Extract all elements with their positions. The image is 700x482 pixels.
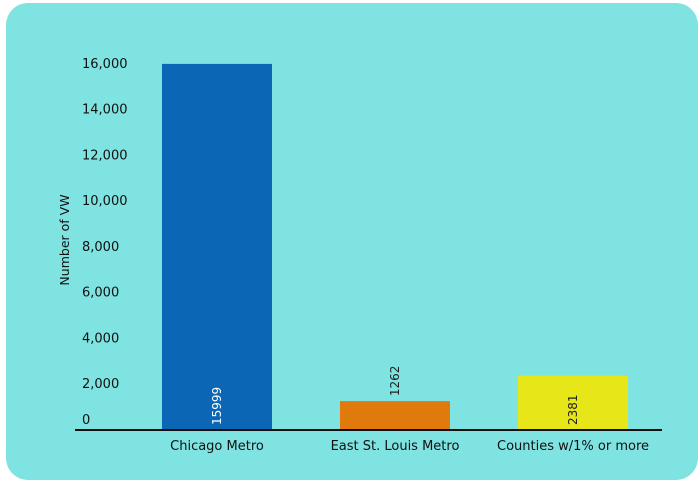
y-tick-label: 10,000 — [82, 194, 128, 209]
x-tick-label: Counties w/1% or more — [497, 439, 649, 454]
bar — [518, 375, 628, 430]
y-tick-label: 4,000 — [82, 332, 119, 347]
data-label: 1262 — [388, 366, 402, 397]
y-tick-label: 16,000 — [82, 57, 128, 72]
x-tick-label: East St. Louis Metro — [331, 439, 460, 454]
y-tick-label: 6,000 — [82, 286, 119, 301]
data-label: 15999 — [210, 387, 224, 425]
y-tick-label: 14,000 — [82, 103, 128, 118]
y-tick-label: 2,000 — [82, 377, 119, 392]
x-tick-label: Chicago Metro — [170, 439, 264, 454]
y-tick-label: 0 — [82, 413, 90, 428]
data-label: 2381 — [566, 394, 580, 425]
y-tick-label: 12,000 — [82, 148, 128, 163]
y-axis-label: Number of VW — [57, 194, 72, 285]
bar — [162, 63, 272, 431]
y-tick-label: 8,000 — [82, 240, 119, 255]
bar — [340, 401, 450, 430]
